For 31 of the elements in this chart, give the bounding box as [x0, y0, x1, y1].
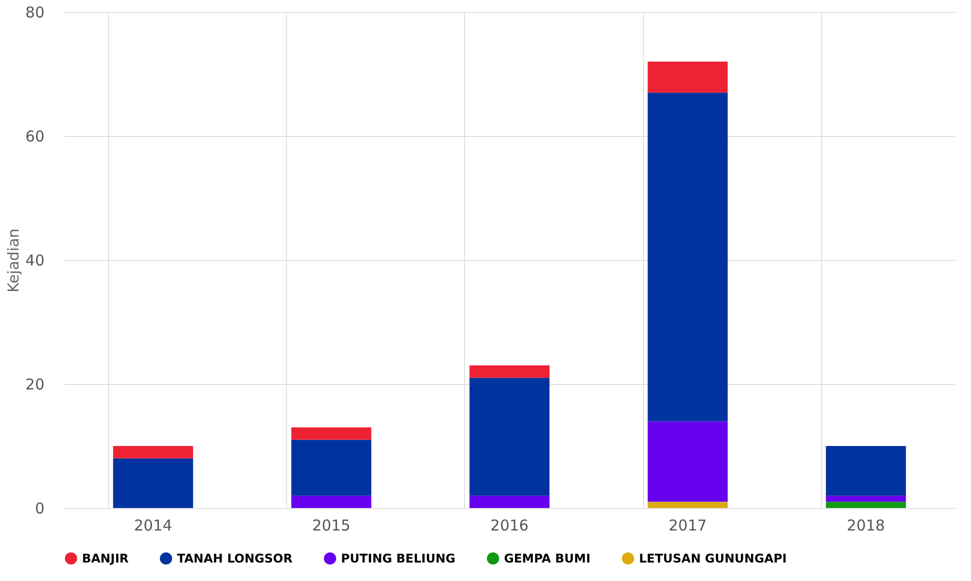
legend-label: PUTING BELIUNG: [341, 551, 456, 566]
bar: [648, 421, 728, 502]
bar: [648, 62, 728, 93]
bar: [648, 92, 728, 422]
bar: [470, 496, 550, 508]
y-tick-label: 20: [25, 376, 44, 394]
bar: [291, 427, 372, 440]
legend-label: LETUSAN GUNUNGAPI: [639, 551, 787, 566]
bar: [826, 496, 906, 502]
x-tick-label: 2018: [846, 516, 885, 534]
y-tick-label: 80: [25, 4, 44, 22]
bar: [826, 502, 906, 508]
y-tick-label: 0: [34, 500, 44, 518]
bar: [113, 446, 194, 458]
bar: [291, 440, 372, 496]
legend-label: TANAH LONGSOR: [177, 551, 292, 566]
bar: [648, 502, 728, 508]
y-tick-label: 60: [25, 128, 44, 146]
bar: [113, 458, 194, 508]
y-axis-title: Kejadian: [4, 228, 22, 293]
bar: [470, 378, 550, 496]
y-tick-label: 40: [25, 252, 44, 270]
legend-label: GEMPA BUMI: [504, 551, 590, 566]
x-tick-label: 2015: [312, 516, 350, 534]
x-tick-label: 2016: [490, 516, 529, 534]
bar: [470, 365, 550, 378]
bar: [291, 496, 372, 508]
bar: [826, 446, 906, 496]
legend-label: BANJIR: [82, 551, 129, 566]
x-tick-label: 2017: [668, 516, 707, 534]
x-tick-label: 2014: [134, 516, 172, 534]
